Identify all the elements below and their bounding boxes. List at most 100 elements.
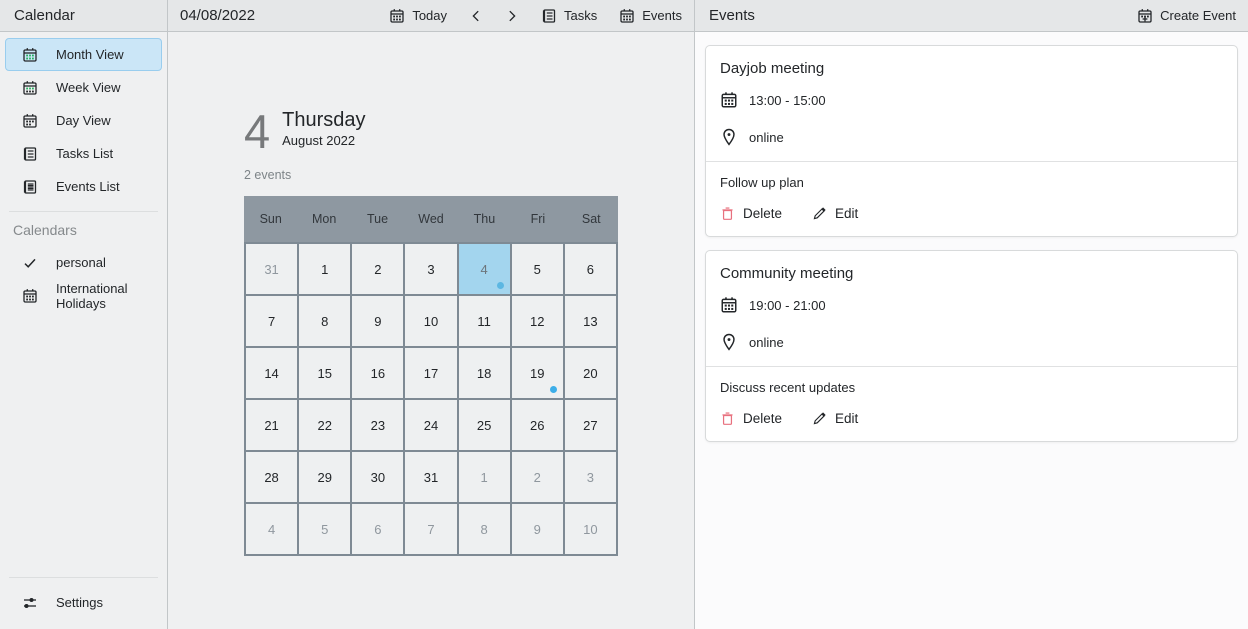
day-number: 19 <box>530 365 545 381</box>
day-cell[interactable]: 7 <box>404 503 458 555</box>
day-number: 7 <box>427 521 435 537</box>
edit-label: Edit <box>835 206 859 221</box>
day-number: 17 <box>423 365 439 381</box>
current-date-label: 04/08/2022 <box>180 7 256 24</box>
day-cell[interactable]: 6 <box>563 243 617 295</box>
day-number: 6 <box>374 521 382 537</box>
events-panel: Events Create Event Dayjob meeting 13:00 … <box>695 0 1248 629</box>
day-cell[interactable]: 25 <box>457 399 511 451</box>
day-cell[interactable]: 3 <box>404 243 458 295</box>
day-cell[interactable]: 1 <box>457 451 511 503</box>
day-cell[interactable]: 31 <box>245 243 299 295</box>
events-button[interactable]: Events <box>619 8 682 24</box>
day-cell[interactable]: 10 <box>563 503 617 555</box>
view-list: Month View Week View Day View Tasks List Eve… <box>5 38 162 203</box>
day-cell[interactable]: 30 <box>351 451 405 503</box>
day-cell[interactable]: 23 <box>351 399 405 451</box>
day-cell[interactable]: 18 <box>457 347 511 399</box>
settings-button[interactable]: Settings <box>5 586 162 619</box>
calendar-item-label: International Holidays <box>56 280 128 311</box>
create-event-button[interactable]: Create Event <box>1137 8 1236 24</box>
delete-event-button[interactable]: Delete <box>720 411 782 426</box>
calendar-plus-icon <box>1137 8 1153 24</box>
day-number: 1 <box>321 261 329 277</box>
day-cell[interactable]: 5 <box>298 503 352 555</box>
event-title: Dayjob meeting <box>720 60 825 77</box>
delete-event-button[interactable]: Delete <box>720 206 782 221</box>
date-header-text: Thursday August 2022 <box>282 108 365 148</box>
day-number: 15 <box>317 365 332 381</box>
event-card: Dayjob meeting 13:00 - 15:00 online Follow … <box>705 45 1238 237</box>
day-cell[interactable]: 13 <box>563 295 617 347</box>
next-button[interactable] <box>505 9 519 23</box>
weekday-label: Tue <box>367 212 389 226</box>
calendar-icon <box>720 296 738 314</box>
day-cell[interactable]: 12 <box>510 295 564 347</box>
day-cell[interactable]: 29 <box>298 451 352 503</box>
day-number: 22 <box>317 417 332 433</box>
selected-day-name: Thursday <box>282 109 366 131</box>
day-cell[interactable]: 10 <box>404 295 458 347</box>
day-cell[interactable]: 22 <box>298 399 352 451</box>
day-cell[interactable]: 6 <box>351 503 405 555</box>
day-cell[interactable]: 8 <box>298 295 352 347</box>
sidebar-item-week-view[interactable]: Week View <box>5 71 162 104</box>
event-actions: Delete Edit <box>706 399 1237 441</box>
day-cell[interactable]: 5 <box>510 243 564 295</box>
sidebar-item-day-view[interactable]: Day View <box>5 104 162 137</box>
day-cell[interactable]: 1 <box>298 243 352 295</box>
day-cell[interactable]: 31 <box>404 451 458 503</box>
sidebar-item-month-view[interactable]: Month View <box>5 38 162 71</box>
calendar-item-personal[interactable]: personal <box>5 246 162 279</box>
sidebar-item-label: Tasks List <box>56 146 114 161</box>
day-cell[interactable]: 2 <box>351 243 405 295</box>
edit-event-button[interactable]: Edit <box>812 411 858 426</box>
day-number: 31 <box>423 469 439 485</box>
weekday-label: Fri <box>530 212 546 226</box>
sidebar-title: Calendar <box>0 0 167 32</box>
day-cell[interactable]: 27 <box>563 399 617 451</box>
day-number: 8 <box>480 521 488 537</box>
day-cell[interactable]: 4 <box>245 503 299 555</box>
calendar-item-international-holidays[interactable]: International Holidays <box>5 279 162 312</box>
calendar-icon <box>720 91 738 109</box>
day-cell[interactable]: 19 <box>510 347 564 399</box>
day-cell[interactable]: 15 <box>298 347 352 399</box>
tasks-button[interactable]: Tasks <box>541 8 597 24</box>
edit-event-button[interactable]: Edit <box>812 206 858 221</box>
sidebar-divider <box>9 211 158 212</box>
sidebar-item-label: Events List <box>56 179 120 194</box>
day-number: 20 <box>583 365 598 381</box>
event-card: Community meeting 19:00 - 21:00 online Disc… <box>705 250 1238 442</box>
day-cell[interactable]: 14 <box>245 347 299 399</box>
day-cell[interactable]: 8 <box>457 503 511 555</box>
day-cell[interactable]: 7 <box>245 295 299 347</box>
sidebar-item-events-list[interactable]: Events List <box>5 170 162 203</box>
day-number: 1 <box>480 469 488 485</box>
events-list: Dayjob meeting 13:00 - 15:00 online Follow … <box>695 32 1248 629</box>
trash-icon <box>720 411 735 426</box>
day-cell[interactable]: 17 <box>404 347 458 399</box>
previous-button[interactable] <box>469 9 483 23</box>
day-cell[interactable]: 21 <box>245 399 299 451</box>
day-number: 5 <box>533 261 541 277</box>
day-cell[interactable]: 26 <box>510 399 564 451</box>
today-button[interactable]: Today <box>389 8 447 24</box>
day-cell[interactable]: 3 <box>563 451 617 503</box>
day-cell[interactable]: 28 <box>245 451 299 503</box>
day-cell[interactable]: 16 <box>351 347 405 399</box>
day-cell[interactable]: 9 <box>510 503 564 555</box>
day-cell[interactable]: 9 <box>351 295 405 347</box>
day-number: 7 <box>267 313 276 329</box>
day-cell[interactable]: 11 <box>457 295 511 347</box>
day-cell[interactable]: 20 <box>563 347 617 399</box>
sidebar-item-tasks-list[interactable]: Tasks List <box>5 137 162 170</box>
events-list-icon <box>22 179 38 195</box>
event-description: Follow up plan <box>720 175 804 190</box>
chevron-left-icon <box>469 9 483 23</box>
day-cell-selected[interactable]: 4 <box>457 243 511 295</box>
tasks-label: Tasks <box>564 8 598 23</box>
day-cell[interactable]: 24 <box>404 399 458 451</box>
week-view-icon <box>22 80 38 96</box>
day-cell[interactable]: 2 <box>510 451 564 503</box>
